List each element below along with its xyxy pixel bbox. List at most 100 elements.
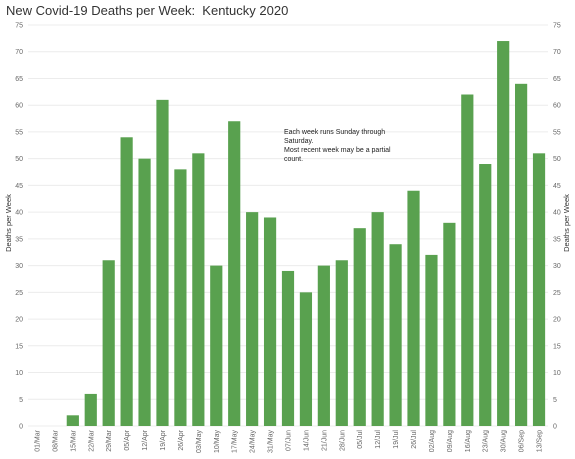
x-tick-label: 24/May	[250, 430, 257, 453]
bar[interactable]	[156, 99, 169, 426]
bar[interactable]	[479, 164, 492, 426]
y-tick-label: 20	[553, 317, 561, 324]
y-tick-label: 75	[15, 23, 23, 30]
y-tick-label: 5	[553, 397, 557, 404]
y-tick-label: 35	[15, 236, 23, 243]
annotation-line: count.	[284, 156, 303, 163]
bar[interactable]	[407, 190, 420, 426]
x-tick-label: 23/Aug	[483, 430, 490, 452]
y-axis-right: 0 5 10 15 20 25 30 35 40 45 50 55 60 65 70 75	[553, 23, 561, 431]
annotation-line: Saturday.	[284, 138, 313, 145]
bar[interactable]	[246, 212, 259, 426]
y-tick-label: 20	[15, 317, 23, 324]
bar[interactable]	[228, 121, 241, 427]
bar[interactable]	[335, 260, 348, 426]
y-tick-label: 70	[15, 49, 23, 56]
bar[interactable]	[389, 244, 402, 426]
bar[interactable]	[532, 153, 546, 426]
x-tick-label: 31/May	[268, 430, 275, 453]
bar[interactable]	[443, 222, 456, 426]
y-tick-label: 55	[15, 129, 23, 136]
bar[interactable]	[84, 393, 97, 426]
bar[interactable]	[461, 94, 474, 427]
x-axis: 01/Mar 08/Mar 15/Mar 22/Mar 29/Mar 05/Apr 12/A…	[34, 429, 543, 453]
x-tick-label: 28/Jun	[339, 430, 346, 451]
chart-title: New Covid-19 Deaths per Week: Kentucky 2…	[6, 3, 289, 18]
y-tick-label: 35	[553, 236, 561, 243]
y-tick-label: 60	[15, 103, 23, 110]
bar[interactable]	[102, 260, 115, 426]
x-tick-label: 03/May	[196, 430, 203, 453]
y-tick-label: 60	[553, 103, 561, 110]
y-axis-label-right: Deaths per Week	[562, 194, 571, 252]
bar[interactable]	[174, 169, 187, 427]
bar[interactable]	[515, 83, 528, 427]
x-tick-label: 10/May	[214, 430, 221, 453]
x-tick-label: 29/Mar	[106, 429, 113, 451]
x-tick-label: 02/Aug	[429, 430, 436, 452]
bar[interactable]	[66, 415, 79, 426]
bar[interactable]	[353, 228, 366, 426]
bars	[66, 41, 546, 427]
bar[interactable]	[281, 270, 295, 426]
y-tick-label: 50	[15, 156, 23, 163]
bar[interactable]	[317, 265, 330, 426]
x-tick-label: 14/Jun	[303, 430, 310, 451]
bar[interactable]	[210, 265, 223, 426]
y-tick-label: 30	[15, 263, 23, 270]
x-tick-label: 15/Mar	[70, 429, 77, 451]
y-tick-label: 10	[553, 370, 561, 377]
bar[interactable]	[120, 137, 133, 426]
y-tick-label: 25	[553, 290, 561, 297]
x-tick-label: 13/Sep	[537, 430, 544, 452]
x-tick-label: 17/May	[232, 430, 239, 453]
y-tick-label: 65	[15, 76, 23, 83]
bar[interactable]	[138, 158, 151, 426]
x-tick-label: 09/Aug	[447, 430, 454, 452]
y-tick-label: 50	[553, 156, 561, 163]
y-tick-label: 70	[553, 49, 561, 56]
y-tick-label: 45	[553, 183, 561, 190]
y-tick-label: 25	[15, 290, 23, 297]
y-tick-label: 40	[15, 210, 23, 217]
y-tick-label: 45	[15, 183, 23, 190]
bar[interactable]	[263, 217, 277, 426]
bar[interactable]	[299, 292, 313, 426]
y-tick-label: 0	[19, 424, 23, 431]
y-tick-label: 15	[15, 343, 23, 350]
bar[interactable]	[425, 254, 438, 426]
y-tick-label: 40	[553, 210, 561, 217]
x-tick-label: 19/Jul	[393, 430, 400, 449]
y-axis-left: 0 5 10 15 20 25 30 35 40 45 50 55 60 65 70 75	[15, 23, 23, 431]
annotation-line: Most recent week may be a partial	[284, 147, 391, 154]
x-tick-label: 07/Jun	[286, 430, 293, 451]
x-tick-label: 06/Sep	[519, 430, 526, 452]
x-tick-label: 26/Apr	[178, 429, 185, 450]
bar[interactable]	[497, 41, 510, 426]
x-tick-label: 05/Apr	[124, 429, 131, 450]
x-tick-label: 30/Aug	[501, 430, 508, 452]
y-tick-label: 10	[15, 370, 23, 377]
x-tick-label: 21/Jun	[321, 430, 328, 451]
x-tick-label: 26/Jul	[411, 430, 418, 449]
bar[interactable]	[371, 212, 384, 426]
annotation-note: Each week runs Sunday through Saturday. …	[284, 129, 393, 163]
x-tick-label: 19/Apr	[160, 429, 167, 450]
y-tick-label: 15	[553, 343, 561, 350]
x-tick-label: 08/Mar	[52, 429, 59, 451]
y-tick-label: 30	[553, 263, 561, 270]
x-tick-label: 16/Aug	[465, 430, 472, 452]
bar[interactable]	[192, 153, 205, 426]
y-axis-label-left: Deaths per Week	[4, 194, 13, 252]
y-tick-label: 75	[553, 23, 561, 30]
x-tick-label: 05/Jul	[357, 430, 364, 449]
y-tick-label: 5	[19, 397, 23, 404]
x-tick-label: 22/Mar	[88, 429, 95, 451]
x-tick-label: 01/Mar	[34, 429, 41, 451]
y-tick-label: 65	[553, 76, 561, 83]
y-tick-label: 55	[553, 129, 561, 136]
x-tick-label: 12/Apr	[142, 429, 149, 450]
x-tick-label: 12/Jul	[375, 430, 382, 449]
